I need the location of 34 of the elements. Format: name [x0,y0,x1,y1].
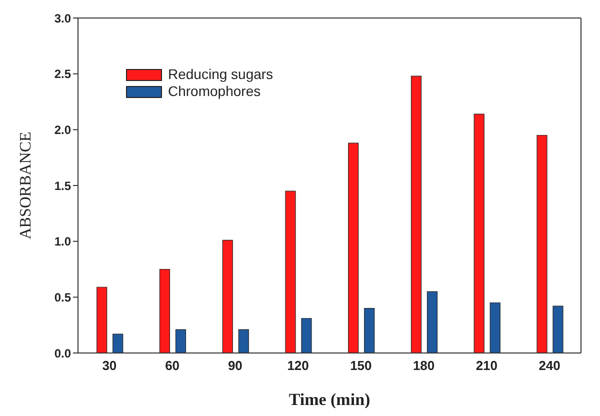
bar [364,308,375,353]
bar [285,190,296,353]
legend-label: Chromophores [168,83,261,100]
bar [426,291,438,353]
bar [96,286,108,353]
bar [159,268,170,353]
bar [474,114,484,353]
bar [552,306,564,353]
y-tick-label: 0.5 [54,290,72,304]
y-tick-label: 0.0 [54,346,72,360]
bar [348,142,359,353]
x-tick-label: 180 [412,358,435,374]
bar [536,134,548,353]
bar [175,329,186,353]
x-tick-label: 150 [350,358,372,374]
bar [301,318,312,353]
bar [410,76,422,353]
y-tick-label: 2.0 [54,122,72,137]
legend-label: Reducing sugars [168,66,274,83]
x-tick-label: 90 [228,358,242,374]
x-tick-label: 240 [538,358,560,374]
bar [222,240,233,353]
y-tick-label: 2.5 [54,67,72,82]
y-tick-label: 1.5 [54,178,72,193]
y-axis-title: ABSORBANCE [18,132,35,240]
x-tick-label: 210 [476,358,498,374]
y-tick-label: 3.0 [54,11,72,26]
x-tick-label: 120 [287,358,309,374]
bar [112,334,124,353]
x-tick-label: 60 [165,358,180,374]
bar [490,302,500,353]
bar [238,329,249,353]
x-tick-label: 30 [102,358,117,374]
y-tick-label: 1.0 [54,234,72,249]
